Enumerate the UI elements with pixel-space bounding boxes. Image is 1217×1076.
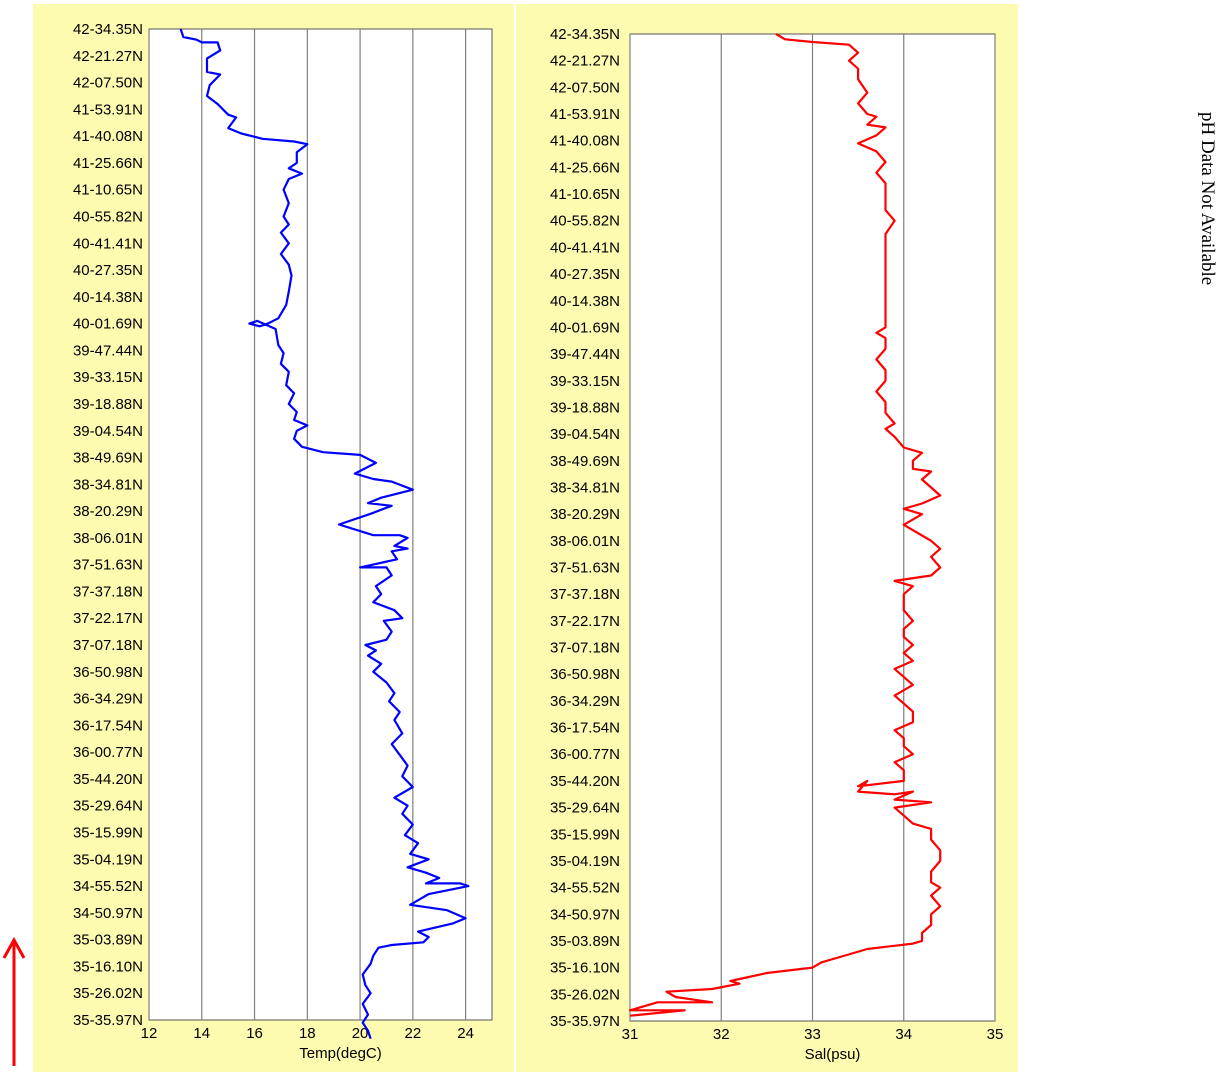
- sal-y-tick-label: 39-33.15N: [550, 373, 620, 390]
- temp-y-tick-label: 38-20.29N: [73, 503, 143, 520]
- temp-x-tick-label: 16: [246, 1025, 263, 1042]
- sal-y-tick-label: 37-22.17N: [550, 613, 620, 630]
- temp-y-tick-label: 37-51.63N: [73, 557, 143, 574]
- sal-y-tick-label: 36-50.98N: [550, 666, 620, 683]
- temp-x-axis-title: Temp(degC): [299, 1045, 382, 1062]
- temp-y-tick-label: 41-25.66N: [73, 155, 143, 172]
- sal-y-tick-label: 40-27.35N: [550, 266, 620, 283]
- sal-y-tick-label: 40-14.38N: [550, 293, 620, 310]
- temp-y-tick-label: 38-49.69N: [73, 450, 143, 467]
- sal-y-tick-label: 37-51.63N: [550, 560, 620, 577]
- temp-x-tick-label: 20: [352, 1025, 369, 1042]
- sal-y-tick-label: 35-04.19N: [550, 853, 620, 870]
- temp-y-tick-label: 40-55.82N: [73, 208, 143, 225]
- temp-x-tick-label: 24: [457, 1025, 474, 1042]
- sal-y-tick-label: 35-26.02N: [550, 986, 620, 1003]
- sal-y-tick-label: 36-34.29N: [550, 693, 620, 710]
- temp-y-tick-label: 38-34.81N: [73, 476, 143, 493]
- temp-y-tick-label: 42-34.35N: [73, 21, 143, 38]
- temp-y-tick-label: 39-47.44N: [73, 342, 143, 359]
- temp-y-tick-label: 39-33.15N: [73, 369, 143, 386]
- sal-x-tick-label: 32: [713, 1026, 730, 1043]
- temp-y-tick-label: 40-41.41N: [73, 235, 143, 252]
- temp-chart: 12 14 16 18 20 22 24 42-34.35N 42-21.27N 42-07.50…: [73, 21, 493, 1062]
- temp-y-tick-label: 35-44.20N: [73, 771, 143, 788]
- sal-y-tick-label: 34-55.52N: [550, 880, 620, 897]
- sal-y-tick-label: 40-55.82N: [550, 213, 620, 230]
- temp-x-tick-label: 18: [299, 1025, 316, 1042]
- temp-y-tick-label: 37-37.18N: [73, 583, 143, 600]
- sal-x-tick-label: 31: [622, 1026, 639, 1043]
- temp-y-tick-label: 40-27.35N: [73, 262, 143, 279]
- temp-y-tick-label: 41-10.65N: [73, 182, 143, 199]
- temp-y-tick-label: 42-21.27N: [73, 48, 143, 65]
- temp-y-tick-label: 34-55.52N: [73, 878, 143, 895]
- sal-y-tick-label: 42-34.35N: [550, 26, 620, 43]
- sal-y-tick-label: 41-53.91N: [550, 106, 620, 123]
- temp-y-tick-label: 35-15.99N: [73, 825, 143, 842]
- sal-series-line: [628, 33, 942, 1017]
- temp-y-tick-label: 34-50.97N: [73, 905, 143, 922]
- sal-y-tick-label: 39-47.44N: [550, 346, 620, 363]
- sal-y-tick-label: 41-40.08N: [550, 133, 620, 150]
- temp-y-tick-label: 35-04.19N: [73, 851, 143, 868]
- temp-y-tick-label: 36-17.54N: [73, 717, 143, 734]
- sal-y-tick-label: 42-21.27N: [550, 53, 620, 70]
- sal-y-tick-label: 41-10.65N: [550, 186, 620, 203]
- temp-y-tick-label: 37-07.18N: [73, 637, 143, 654]
- temp-x-tick-label: 12: [141, 1025, 158, 1042]
- sal-y-tick-label: 38-06.01N: [550, 533, 620, 550]
- up-arrow-icon: [2, 936, 26, 1066]
- temp-y-tick-label: 39-18.88N: [73, 396, 143, 413]
- temp-y-tick-label: 38-06.01N: [73, 530, 143, 547]
- sal-x-tick-label: 35: [987, 1026, 1004, 1043]
- sal-chart: 31 32 33 34 35 42-34.35N 42-21.27N 42-07.50N 41-…: [550, 26, 1003, 1063]
- sal-y-tick-label: 37-07.18N: [550, 640, 620, 657]
- sal-y-tick-label: 34-50.97N: [550, 906, 620, 923]
- sal-y-tick-label: 35-29.64N: [550, 800, 620, 817]
- temp-y-tick-label: 40-01.69N: [73, 316, 143, 333]
- sal-y-tick-label: 36-17.54N: [550, 720, 620, 737]
- temp-y-tick-label: 40-14.38N: [73, 289, 143, 306]
- temp-y-tick-label: 36-34.29N: [73, 691, 143, 708]
- temp-y-tick-label: 35-35.97N: [73, 1012, 143, 1029]
- sal-y-tick-label: 35-44.20N: [550, 773, 620, 790]
- temp-y-tick-label: 41-40.08N: [73, 128, 143, 145]
- temp-y-tick-label: 42-07.50N: [73, 75, 143, 92]
- sal-x-tick-label: 33: [804, 1026, 821, 1043]
- temp-y-tick-label: 35-26.02N: [73, 985, 143, 1002]
- sal-y-tick-label: 38-49.69N: [550, 453, 620, 470]
- sal-y-tick-label: 42-07.50N: [550, 79, 620, 96]
- temp-plot-area: [148, 28, 493, 1021]
- temp-y-tick-label: 35-03.89N: [73, 932, 143, 949]
- temp-y-tick-label: 41-53.91N: [73, 101, 143, 118]
- temp-series-line: [179, 28, 470, 1040]
- sal-y-tick-label: 41-25.66N: [550, 159, 620, 176]
- sal-y-tick-label: 38-34.81N: [550, 479, 620, 496]
- sal-y-tick-label: 35-15.99N: [550, 826, 620, 843]
- temp-y-tick-label: 36-50.98N: [73, 664, 143, 681]
- sal-x-axis-title: Sal(psu): [805, 1046, 861, 1063]
- temp-y-tick-label: 37-22.17N: [73, 610, 143, 627]
- temp-y-tick-label: 36-00.77N: [73, 744, 143, 761]
- sal-y-tick-label: 37-37.18N: [550, 586, 620, 603]
- temp-x-tick-label: 22: [405, 1025, 422, 1042]
- sal-y-tick-label: 38-20.29N: [550, 506, 620, 523]
- sal-y-tick-label: 35-16.10N: [550, 960, 620, 977]
- sal-x-tick-label: 34: [895, 1026, 912, 1043]
- sal-y-tick-label: 39-18.88N: [550, 399, 620, 416]
- ph-data-note: pH Data Not Available: [1197, 112, 1217, 286]
- sal-y-tick-label: 39-04.54N: [550, 426, 620, 443]
- temp-y-tick-label: 35-16.10N: [73, 958, 143, 975]
- temp-x-tick-label: 14: [193, 1025, 210, 1042]
- sal-y-tick-label: 40-41.41N: [550, 239, 620, 256]
- sal-y-tick-label: 36-00.77N: [550, 746, 620, 763]
- temp-y-tick-label: 39-04.54N: [73, 423, 143, 440]
- sal-y-tick-label: 35-03.89N: [550, 933, 620, 950]
- sal-y-tick-label: 35-35.97N: [550, 1013, 620, 1030]
- temp-y-tick-label: 35-29.64N: [73, 798, 143, 815]
- sal-y-tick-label: 40-01.69N: [550, 319, 620, 336]
